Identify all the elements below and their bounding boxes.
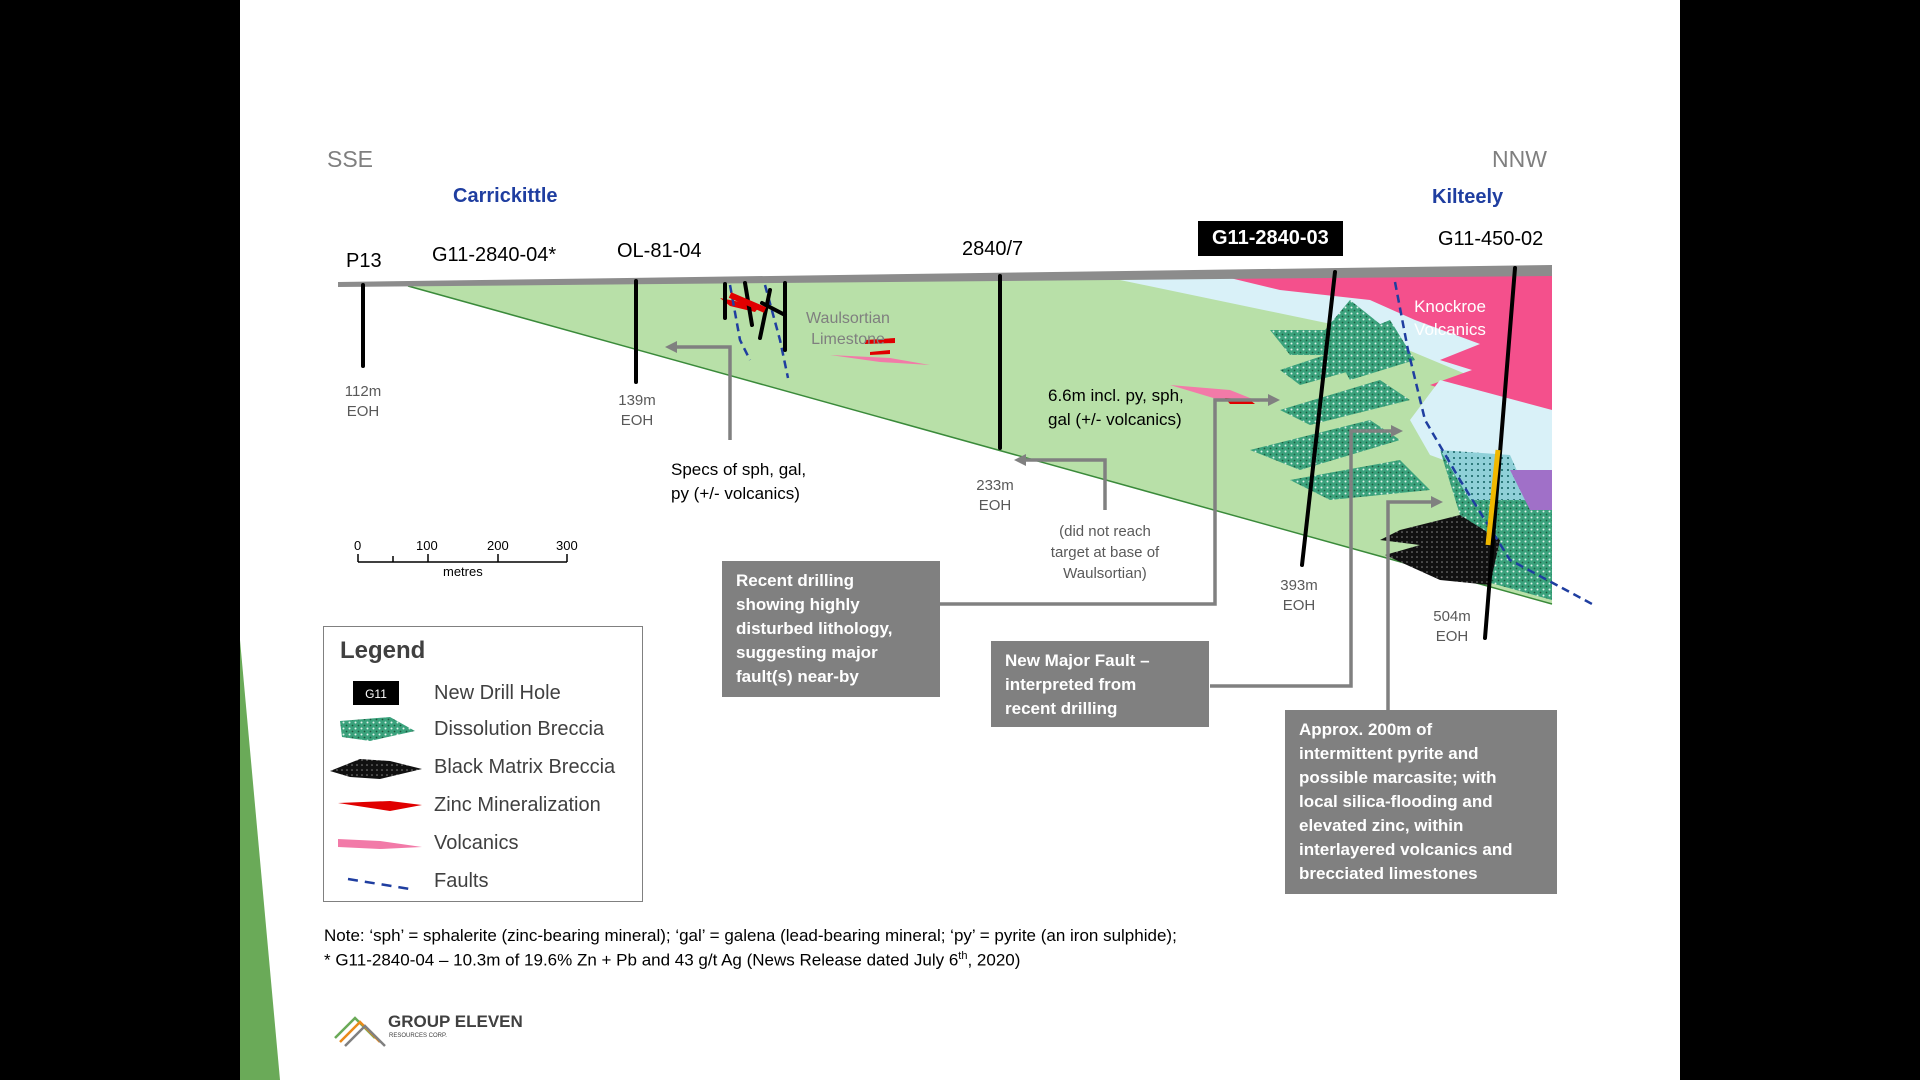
new-drill-hole-icon: G11 [353, 681, 399, 705]
place-kilteely: Kilteely [1432, 186, 1504, 208]
legend-row-dissolution-breccia: Dissolution Breccia [324, 713, 644, 747]
depth-ol-81-04: 139m EOH [618, 392, 656, 429]
legend-label: New Drill Hole [434, 682, 561, 704]
ground-surface [338, 265, 1552, 287]
waulsortian-limestone-body [408, 272, 1552, 604]
legend: Legend G11 New Drill Hole Dissolution Br… [323, 626, 643, 902]
faults-icon [347, 877, 411, 891]
black-matrix-breccia-zone [1380, 515, 1500, 585]
direction-nnw: NNW [1492, 146, 1547, 172]
callout-new-major-fault: New Major Fault – interpreted from recen… [991, 641, 1209, 727]
scale-tick-0: 0 [354, 538, 362, 553]
scale-tick-300: 300 [556, 538, 578, 553]
logo-subtitle: RESOURCES CORP. [389, 1033, 447, 1039]
legend-label: Volcanics [434, 832, 519, 854]
legend-label: Faults [434, 870, 489, 892]
scale-unit: metres [443, 564, 483, 579]
footnote-superscript: th [958, 950, 968, 962]
hole-label-2840-7: 2840/7 [962, 238, 1024, 260]
zinc-mineralization-icon [338, 801, 422, 811]
footnote-line-2: * G11-2840-04 – 10.3m of 19.6% Zn + Pb a… [324, 950, 1020, 971]
hole-label-g11-2840-03: G11-2840-03 [1198, 221, 1343, 256]
legend-label: Black Matrix Breccia [434, 756, 616, 778]
annotation-ol-specs: Specs of sph, gal, py (+/- volcanics) [671, 460, 807, 503]
footnote-line-2-text: * G11-2840-04 – 10.3m of 19.6% Zn + Pb a… [324, 950, 959, 970]
scale-tick-100: 100 [416, 538, 438, 553]
logo-name: GROUP ELEVEN [388, 1012, 523, 1031]
footnote-line-2-end: , 2020) [967, 950, 1021, 970]
cross-section [334, 265, 1593, 1047]
annotation-did-not-reach: (did not reach target at base of Waulsor… [1050, 523, 1160, 582]
legend-row-volcanics: Volcanics [324, 827, 644, 861]
unit-label-waulsortian: Waulsortian Limestone [806, 310, 890, 348]
volcanics-icon [338, 839, 422, 849]
legend-row-new-drill-hole: G11 New Drill Hole [324, 677, 644, 711]
callout-arrows [673, 345, 1435, 710]
legend-row-zinc-mineralization: Zinc Mineralization [324, 789, 644, 823]
knockroe-volcanics-body [1230, 272, 1552, 410]
place-carrickittle: Carrickittle [453, 185, 558, 207]
scale-bar [357, 554, 568, 563]
accent-triangle [240, 640, 280, 1080]
legend-label: Zinc Mineralization [434, 794, 601, 816]
footnote-line-1: Note: ‘sph’ = sphalerite (zinc-bearing m… [324, 926, 1177, 945]
depth-2840-7: 233m EOH [976, 477, 1014, 514]
dissolution-breccia-icon [340, 717, 415, 741]
logo-mark-icon [334, 1016, 386, 1047]
depth-g11-2840-03: 393m EOH [1280, 577, 1318, 614]
callout-recent-drilling: Recent drilling showing highly disturbed… [722, 561, 940, 697]
scale-tick-200: 200 [487, 538, 509, 553]
hole-label-ol-81-04: OL-81-04 [617, 240, 702, 262]
unit-label-knockroe: Knockroe Volcanics [1414, 297, 1486, 339]
hole-label-p13: P13 [346, 250, 382, 272]
slide: SSE NNW Carrickittle Kilteely P13 G11-28… [240, 0, 1680, 1080]
direction-sse: SSE [327, 146, 374, 172]
legend-row-faults: Faults [324, 865, 644, 899]
annotation-2840-7-intercept: 6.6m incl. py, sph, gal (+/- volcanics) [1048, 386, 1184, 429]
depth-p13: 112m EOH [344, 383, 382, 420]
black-matrix-breccia-icon [330, 759, 422, 779]
callout-pyrite-zone: Approx. 200m of intermittent pyrite and … [1285, 710, 1557, 894]
depth-g11-450-02: 504m EOH [1433, 608, 1471, 645]
legend-row-black-matrix-breccia: Black Matrix Breccia [324, 751, 644, 785]
hole-label-g11-2840-04: G11-2840-04* [432, 244, 557, 266]
hole-label-g11-450-02: G11-450-02 [1438, 228, 1544, 250]
legend-title: Legend [340, 637, 426, 664]
faults [728, 281, 1593, 606]
legend-label: Dissolution Breccia [434, 718, 605, 740]
legend-badge: G11 [365, 687, 387, 701]
